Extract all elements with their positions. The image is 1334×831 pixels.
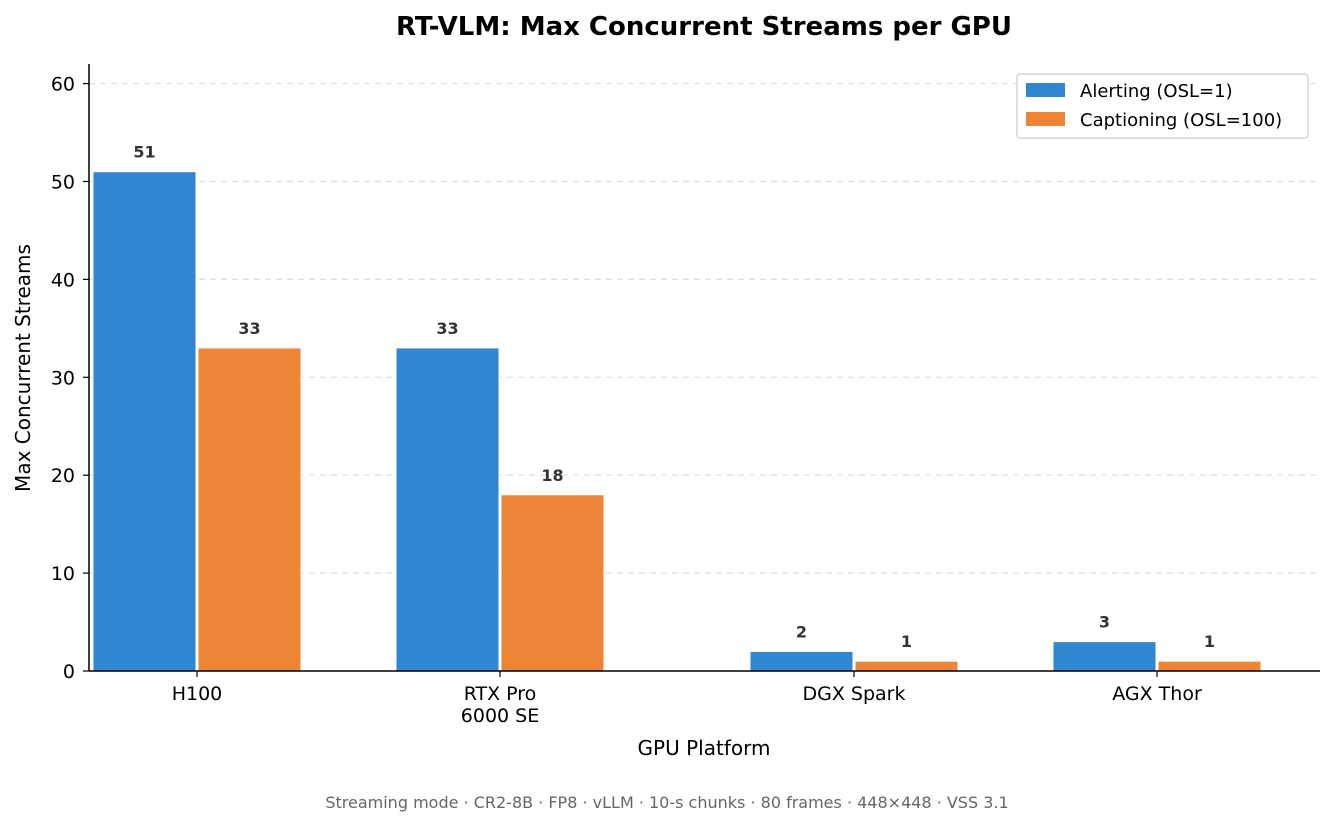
bar-value-label: 1 (1204, 632, 1215, 651)
bar-value-label: 33 (238, 319, 260, 338)
bar-captioning (500, 494, 605, 672)
bar-value-label: 1 (901, 632, 912, 651)
footnote: Streaming mode · CR2-8B · FP8 · vLLM · 1… (325, 793, 1008, 812)
x-axis-label: GPU Platform (638, 736, 771, 760)
y-tick-label: 10 (51, 563, 75, 585)
bar-alerting (749, 650, 854, 672)
y-tick-label: 60 (51, 74, 75, 96)
legend-box (1016, 73, 1309, 139)
y-tick-label: 50 (51, 171, 75, 193)
bar-captioning (1157, 660, 1262, 672)
y-axis-label: Max Concurrent Streams (11, 244, 35, 492)
x-tick-label: H100 (172, 683, 223, 705)
bar-value-label: 18 (541, 466, 563, 485)
bar-value-label: 2 (796, 622, 807, 641)
legend-swatch (1026, 83, 1065, 97)
y-tick-label: 40 (51, 269, 75, 291)
y-tick-label: 30 (51, 367, 75, 389)
bar-alerting (395, 347, 500, 672)
bar-value-label: 3 (1099, 613, 1110, 632)
legend-label: Captioning (OSL=100) (1080, 110, 1282, 131)
chart-title: RT-VLM: Max Concurrent Streams per GPU (396, 12, 1012, 42)
bar-value-label: 51 (133, 143, 155, 162)
legend: Alerting (OSL=1) Captioning (OSL=100) (1016, 73, 1309, 139)
x-tick-label: RTX Pro 6000 SE (461, 683, 539, 727)
bar-alerting (1052, 641, 1157, 672)
legend-swatch (1026, 112, 1065, 126)
bar-captioning (854, 660, 959, 672)
x-tick-label: DGX Spark (803, 683, 906, 705)
y-tick-label: 20 (51, 465, 75, 487)
y-tick-label: 0 (63, 661, 75, 683)
bar-captioning (197, 347, 302, 672)
legend-label: Alerting (OSL=1) (1080, 81, 1233, 102)
bar-value-label: 33 (436, 319, 458, 338)
x-tick-label: AGX Thor (1112, 683, 1202, 705)
bar-alerting (92, 171, 197, 672)
bars: 51 33 33 18 2 1 3 1 (92, 143, 1262, 672)
axes: 0 10 20 30 40 50 60 H100 RTX Pro 6000 SE DGX Spark… (51, 64, 1320, 727)
